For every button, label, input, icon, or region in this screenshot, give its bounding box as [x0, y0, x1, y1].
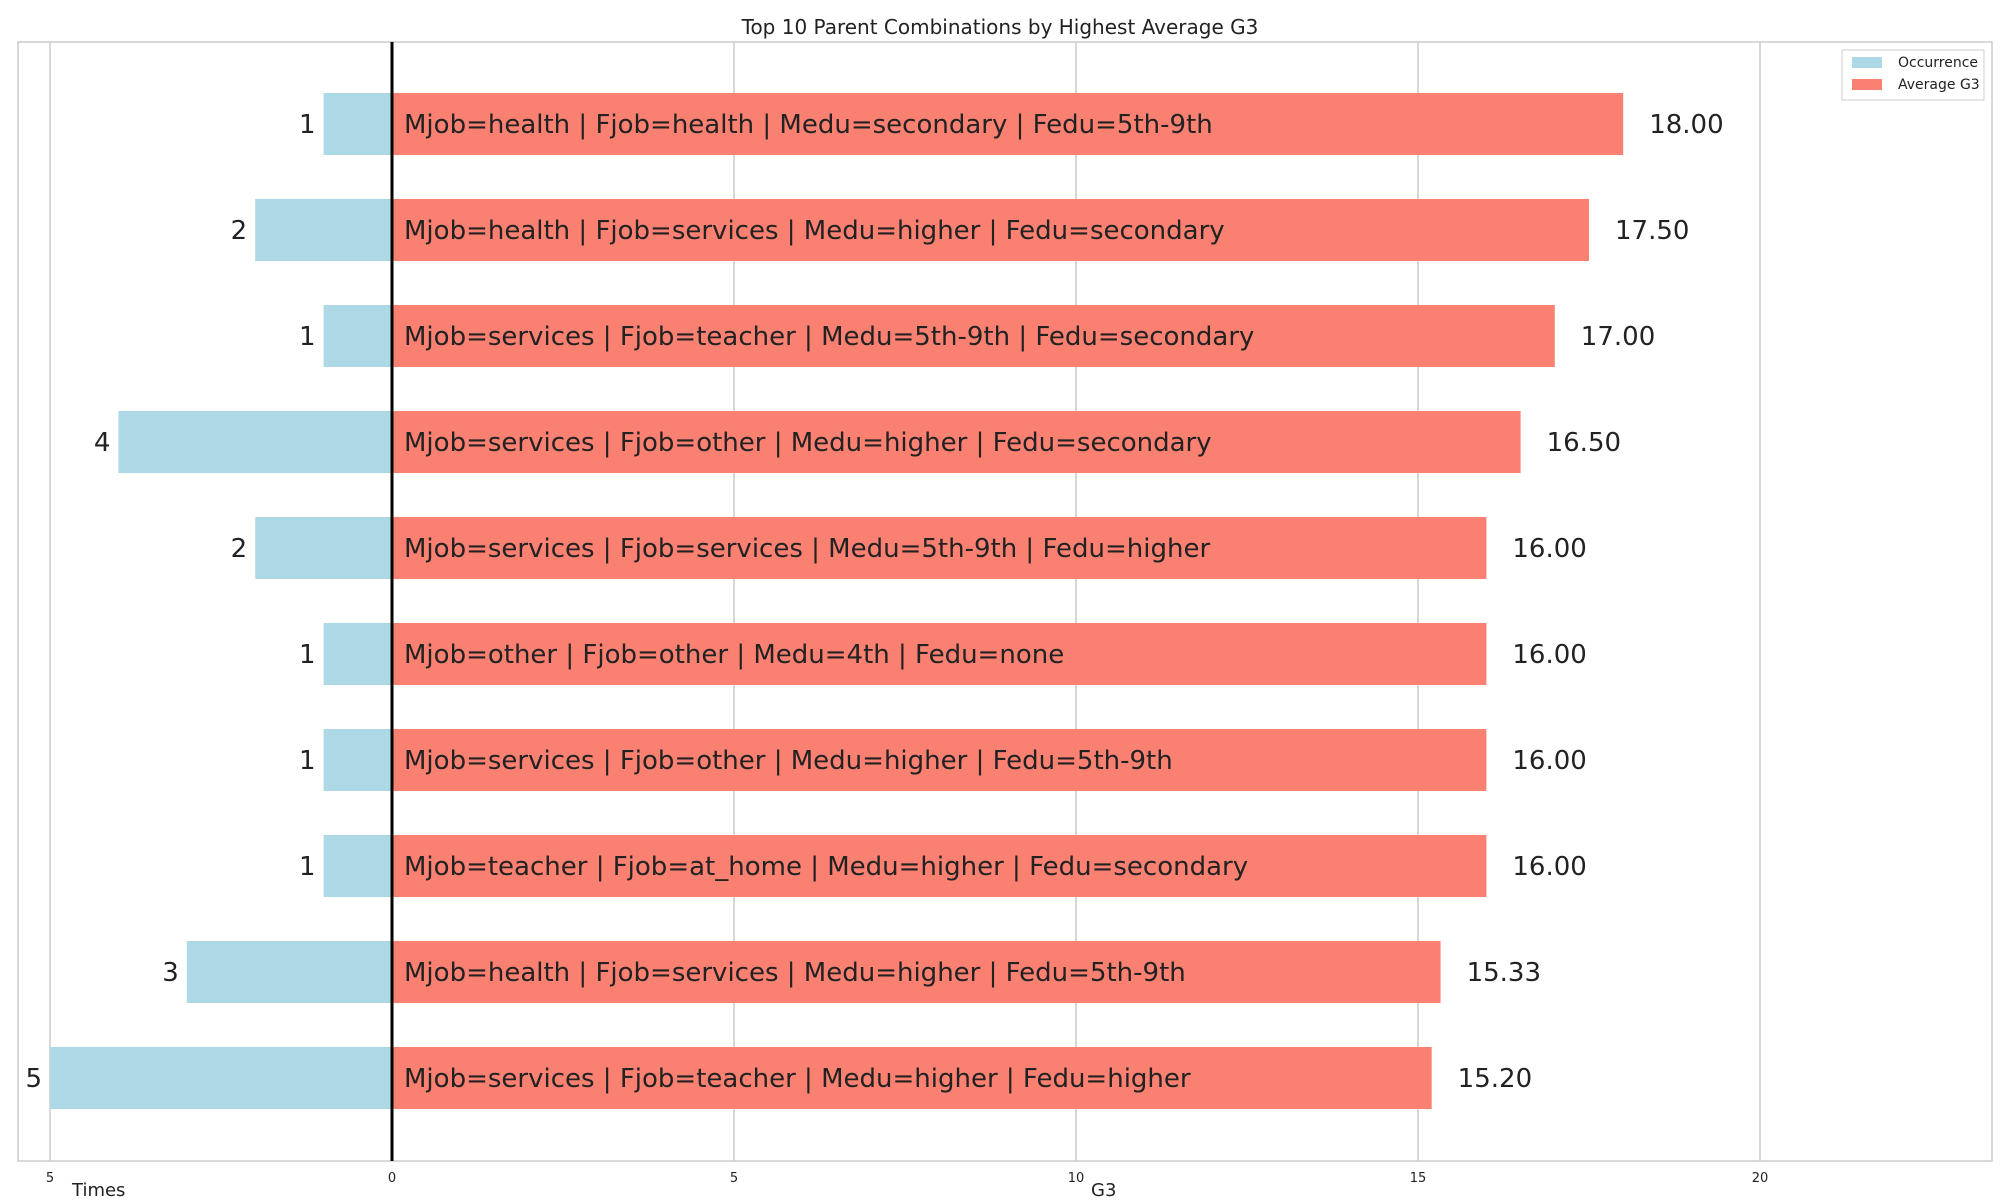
occurrence-value-label: 4 [94, 428, 111, 458]
average-g3-bar [392, 411, 1521, 473]
average-g3-value-label: 15.33 [1467, 958, 1541, 988]
average-g3-bar [392, 517, 1487, 579]
combination-label: Mjob=services | Fjob=teacher | Medu=5th-… [404, 322, 1254, 352]
average-g3-value-label: 16.50 [1547, 428, 1621, 458]
average-g3-value-label: 18.00 [1649, 110, 1723, 140]
average-g3-value-label: 16.00 [1512, 534, 1586, 564]
x-tick-label: 5 [46, 1171, 54, 1186]
average-g3-bar [392, 835, 1487, 897]
average-g3-bar [392, 199, 1589, 261]
occurrence-value-label: 3 [162, 958, 179, 988]
average-g3-bar [392, 729, 1487, 791]
x-tick-label: 0 [388, 1171, 396, 1186]
combination-label: Mjob=services | Fjob=teacher | Medu=high… [404, 1064, 1191, 1094]
average-g3-bar [392, 305, 1555, 367]
combination-label: Mjob=services | Fjob=other | Medu=higher… [404, 746, 1173, 776]
occurrence-value-label: 1 [299, 322, 316, 352]
average-g3-bar [392, 941, 1441, 1003]
occurrence-value-label: 2 [231, 534, 248, 564]
occurrence-bar [323, 305, 392, 367]
legend: Occurrence Average G3 [1841, 49, 1985, 101]
legend-label-occurrence: Occurrence [1898, 55, 1978, 71]
average-g3-value-label: 17.00 [1581, 322, 1655, 352]
plot-area-frame [17, 41, 1993, 1162]
occurrence-value-label: 1 [299, 110, 316, 140]
bar-labels: Mjob=health | Fjob=health | Medu=seconda… [25, 110, 1723, 1094]
x-tick-label: 15 [1410, 1171, 1427, 1186]
legend-swatch-average-g3 [1852, 79, 1882, 90]
combination-label: Mjob=teacher | Fjob=at_home | Medu=highe… [404, 852, 1248, 882]
occurrence-bar [323, 623, 392, 685]
average-g3-bar [392, 623, 1487, 685]
average-g3-value-label: 16.00 [1512, 852, 1586, 882]
legend-swatch-occurrence [1852, 57, 1882, 68]
occurrence-bar [118, 411, 393, 473]
bars [50, 93, 1624, 1109]
average-g3-value-label: 16.00 [1512, 746, 1586, 776]
occurrence-bar [186, 941, 392, 1003]
combination-label: Mjob=other | Fjob=other | Medu=4th | Fed… [404, 640, 1064, 670]
combination-label: Mjob=health | Fjob=services | Medu=highe… [404, 216, 1225, 246]
average-g3-value-label: 17.50 [1615, 216, 1689, 246]
chart-title: Top 10 Parent Combinations by Highest Av… [741, 15, 1259, 39]
occurrence-bar [323, 729, 392, 791]
average-g3-bar [392, 1047, 1432, 1109]
x-axis-label-times: Times [71, 1180, 125, 1200]
average-g3-value-label: 16.00 [1512, 640, 1586, 670]
occurrence-value-label: 1 [299, 746, 316, 776]
occurrence-value-label: 2 [231, 216, 248, 246]
occurrence-bar [323, 835, 392, 897]
x-tick-label: 5 [730, 1171, 738, 1186]
occurrence-bar [255, 517, 392, 579]
occurrence-bar [255, 199, 392, 261]
x-axis-label-g3: G3 [1091, 1180, 1116, 1200]
combination-label: Mjob=services | Fjob=services | Medu=5th… [404, 534, 1210, 564]
x-tick-label: 20 [1752, 1171, 1769, 1186]
occurrence-bar [50, 1047, 392, 1109]
legend-label-average-g3: Average G3 [1898, 77, 1980, 93]
combination-label: Mjob=health | Fjob=health | Medu=seconda… [404, 110, 1213, 140]
average-g3-bar [392, 93, 1624, 155]
average-g3-value-label: 15.20 [1458, 1064, 1532, 1094]
x-axis-ticks: 5 0 5 10 15 20 [46, 1171, 1768, 1186]
occurrence-value-label: 1 [299, 852, 316, 882]
occurrence-value-label: 1 [299, 640, 316, 670]
x-tick-label: 10 [1068, 1171, 1085, 1186]
occurrence-bar [323, 93, 392, 155]
combination-label: Mjob=services | Fjob=other | Medu=higher… [404, 428, 1212, 458]
occurrence-value-label: 5 [25, 1064, 42, 1094]
combination-label: Mjob=health | Fjob=services | Medu=highe… [404, 958, 1186, 988]
